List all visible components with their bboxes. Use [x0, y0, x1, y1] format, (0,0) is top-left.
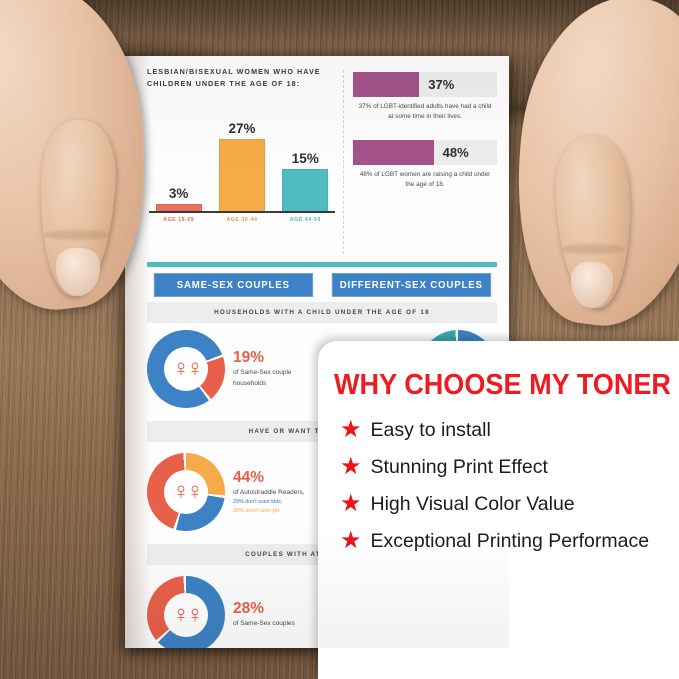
donut-hole: ♀♀ — [164, 470, 208, 514]
stat-bar-fill — [353, 139, 434, 165]
banner-subtitle: HOUSEHOLDS WITH A CHILD UNDER THE AGE OF… — [147, 302, 497, 323]
feature-item: ★ Easy to install — [340, 418, 669, 442]
stat-bar: 48% — [353, 139, 497, 165]
star-icon: ★ — [340, 453, 362, 480]
bar-group: 3% — [155, 185, 202, 213]
venus-venus-icon: ♀♀ — [172, 478, 204, 505]
donut-subnote-1: 28% don't want kids, — [233, 499, 283, 506]
stat-caption: 37% of LGBT-identified adults have had a… — [358, 103, 492, 121]
stat-block: 37% 37% of LGBT-identified adults have h… — [353, 72, 497, 123]
bar-chart-title: LESBIAN/BISEXUAL WOMEN WHO HAVE CHILDREN… — [147, 67, 321, 89]
stat-value: 48% — [442, 144, 469, 160]
feature-label: Easy to install — [370, 418, 491, 441]
bar-x-label: AGE 30-44 — [226, 216, 258, 223]
donut-row-3: ♀♀ 28% of Same-Sex couples — [147, 569, 497, 648]
donut-value: 28% — [233, 600, 265, 618]
donut-subnote-2: 26% aren't sure yet — [233, 507, 280, 514]
donut-hole: ♀♀ — [164, 347, 208, 391]
star-icon: ★ — [340, 490, 362, 517]
top-section: LESBIAN/BISEXUAL WOMEN WHO HAVE CHILDREN… — [147, 66, 497, 258]
stats-panel: 37% 37% of LGBT-identified adults have h… — [353, 66, 497, 258]
donut-caption: of Same-Sex couples — [233, 620, 295, 628]
donut-caption: of Autostraddle Readers, — [233, 489, 305, 497]
bar-value: 15% — [291, 150, 319, 166]
feature-label: Stunning Print Effect — [370, 455, 548, 478]
bar-value: 27% — [228, 120, 256, 136]
stat-bar: 37% — [353, 72, 497, 97]
banner-different-sex: DIFFERENT-SEX COUPLES — [331, 273, 491, 297]
card-title: WHY CHOOSE MY TONER — [334, 369, 671, 401]
bar-x-label: AGE 18-29 — [163, 216, 195, 223]
bar-x-label: AGE 44-59 — [289, 216, 321, 223]
donut-44-text: 44% of Autostraddle Readers, 28% don't w… — [225, 469, 313, 514]
stat-value: 37% — [428, 77, 455, 92]
feature-label: Exceptional Printing Performace — [370, 529, 650, 552]
donut-left-group: ♀♀ 19% of Same-Sex couple households — [147, 330, 322, 408]
donut-chart-28: ♀♀ — [147, 576, 225, 648]
bar-value: 3% — [168, 185, 189, 201]
bar-chart-panel: LESBIAN/BISEXUAL WOMEN WHO HAVE CHILDREN… — [147, 66, 343, 258]
venus-venus-icon: ♀♀ — [172, 601, 204, 628]
marketing-overlay-card: WHY CHOOSE MY TONER ★ Easy to install ★ … — [318, 341, 679, 679]
donut-28-text: 28% of Same-Sex couples — [225, 600, 303, 629]
donut-hole: ♀♀ — [164, 593, 208, 637]
bar-chart-x-labels: AGE 18-29 AGE 30-44 AGE 44-59 — [147, 217, 337, 223]
bar-group: 15% — [282, 150, 329, 213]
star-icon: ★ — [340, 416, 362, 443]
donut-value: 19% — [233, 349, 265, 367]
teal-rule — [147, 262, 497, 267]
banner-row: SAME-SEX COUPLES DIFFERENT-SEX COUPLES — [147, 273, 497, 297]
stat-caption: 48% of LGBT women are raising a child un… — [359, 170, 491, 189]
stat-block: 48% 48% of LGBT women are raising a chil… — [353, 139, 497, 191]
chart-axis-line — [149, 211, 335, 213]
bar-rect — [218, 138, 265, 213]
banner-same-sex: SAME-SEX COUPLES — [153, 273, 313, 297]
donut-left-text: 19% of Same-Sex couple households — [225, 349, 322, 388]
bar-chart-plot: 3% 27% 15% — [147, 101, 337, 213]
donut-value: 44% — [233, 469, 265, 487]
feature-label: High Visual Color Value — [370, 492, 575, 515]
bar-group: 27% — [218, 120, 265, 213]
bar-rect — [282, 168, 329, 213]
donut-group-28: ♀♀ 28% of Same-Sex couples — [147, 576, 497, 648]
venus-venus-icon: ♀♀ — [172, 355, 204, 382]
stat-bar-fill — [353, 72, 420, 97]
feature-item: ★ Exceptional Printing Performace — [340, 529, 669, 553]
feature-item: ★ Stunning Print Effect — [340, 455, 669, 479]
donut-row-2: ♀♀ 44% of Autostraddle Readers, 28% don'… — [147, 446, 497, 538]
donut-chart-44: ♀♀ — [147, 453, 225, 531]
donut-caption: of Same-Sex couple households — [233, 369, 292, 387]
feature-item: ★ High Visual Color Value — [340, 492, 669, 516]
donut-chart-19: ♀♀ — [147, 330, 225, 408]
donut-group-44: ♀♀ 44% of Autostraddle Readers, 28% don'… — [147, 453, 497, 531]
vertical-divider — [343, 70, 344, 254]
star-icon: ★ — [340, 527, 362, 554]
